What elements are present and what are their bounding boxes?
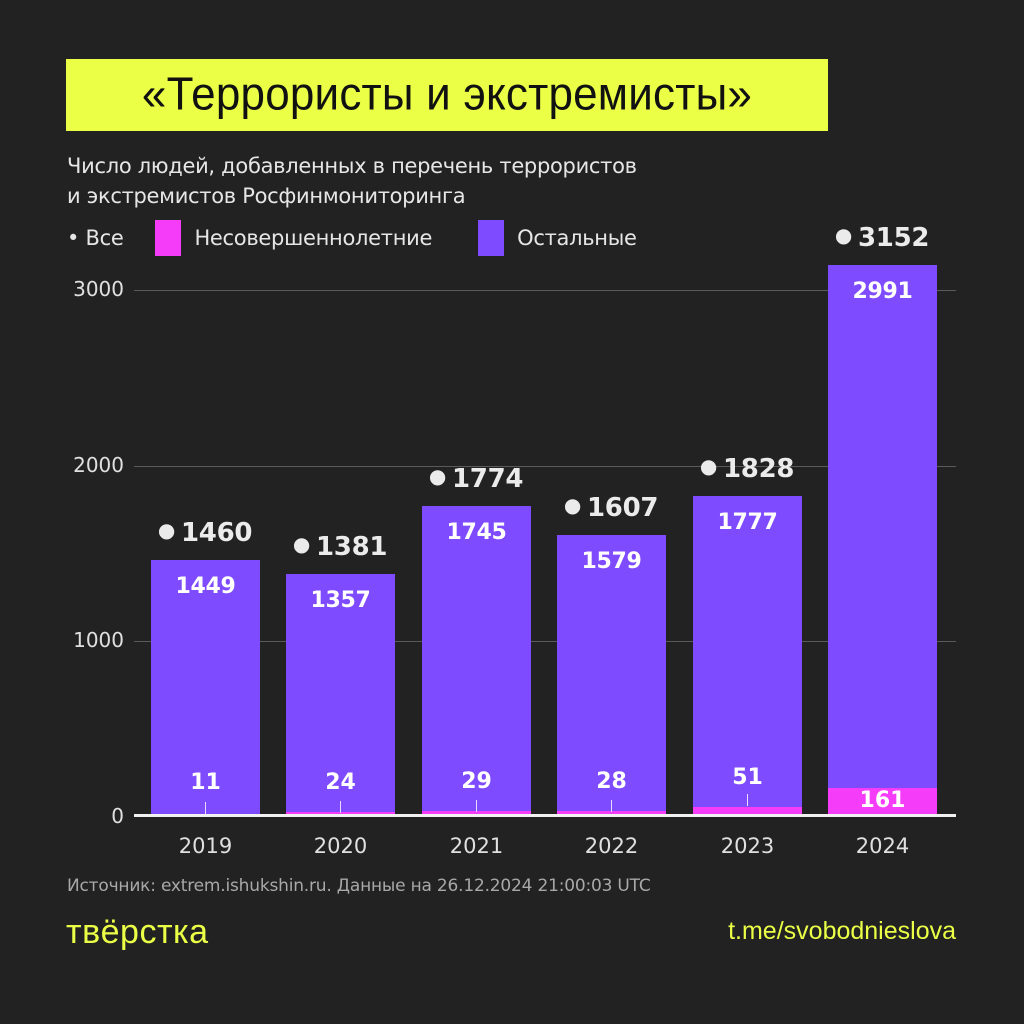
x-label-2021: 2021 [449, 834, 504, 858]
minors-value-label: 51 [732, 765, 763, 790]
title-banner: «Террористы и экстремисты» [66, 59, 828, 131]
x-axis-baseline [134, 814, 956, 817]
bar-minors-segment [828, 788, 937, 816]
legend-others-label: Остальные [517, 226, 637, 250]
legend-all-label: • Все [67, 226, 124, 250]
bar-others-segment [286, 574, 395, 812]
bar-others-segment [828, 265, 937, 788]
legend-item-others: Остальные [478, 220, 637, 256]
y-tick-3000: 3000 [73, 277, 124, 301]
minors-value-label: 24 [325, 770, 356, 795]
bar-others-segment [151, 560, 260, 814]
bar-minors-segment [693, 807, 802, 816]
minors-value-label: 29 [461, 769, 492, 794]
total-label-2023: ● 1828 [699, 454, 795, 484]
minors-value-label: 28 [596, 769, 627, 794]
others-value-label: 1357 [310, 588, 371, 613]
bar-2019: 1449 11 [151, 560, 260, 816]
bar-2024: 2991 161 [828, 265, 937, 816]
bar-others-segment [693, 496, 802, 807]
chart-title: «Террористы и экстремисты» [141, 68, 753, 121]
bar-minors-segment [557, 811, 666, 816]
others-value-label: 1777 [717, 510, 778, 535]
x-label-2019: 2019 [178, 834, 233, 858]
bar-others-segment [422, 506, 531, 811]
bar-others-segment [557, 535, 666, 811]
gridline-1000 [134, 641, 956, 642]
others-swatch-icon [478, 220, 505, 256]
others-value-label: 1579 [581, 549, 642, 574]
minors-pointer-line [205, 802, 206, 814]
total-label-2021: ● 1774 [428, 464, 524, 494]
total-label-2020: ● 1381 [292, 532, 388, 562]
legend-item-minors: Несовершеннолетние [155, 220, 432, 256]
legend-minors-label: Несовершеннолетние [194, 226, 433, 250]
minors-value-label: 161 [859, 788, 906, 813]
total-label-2019: ● 1460 [157, 518, 253, 548]
bar-2021: 1745 29 [422, 506, 531, 816]
x-label-2020: 2020 [313, 834, 368, 858]
bar-2020: 1357 24 [286, 574, 395, 816]
x-label-2024: 2024 [855, 834, 910, 858]
minors-value-label: 11 [190, 770, 221, 795]
brand-logo: твёрстка [66, 913, 209, 951]
total-label-2024: ● 3152 [834, 223, 930, 253]
minors-pointer-line [476, 800, 477, 812]
minors-pointer-line [611, 800, 612, 812]
legend-item-all: • Все [67, 226, 124, 250]
others-value-label: 1745 [446, 520, 507, 545]
others-value-label: 1449 [175, 574, 236, 599]
bar-2022: 1579 28 [557, 535, 666, 816]
bar-minors-segment [422, 811, 531, 816]
total-label-2022: ● 1607 [563, 493, 659, 523]
legend: • Все Несовершеннолетние Остальные [67, 220, 637, 256]
x-label-2023: 2023 [720, 834, 775, 858]
others-value-label: 2991 [852, 279, 913, 304]
y-tick-1000: 1000 [73, 628, 124, 652]
y-tick-2000: 2000 [73, 453, 124, 477]
x-label-2022: 2022 [584, 834, 639, 858]
source-note: Источник: extrem.ishukshin.ru. Данные на… [67, 876, 651, 896]
subtitle-line-2: и экстремистов Росфинмониторинга [67, 184, 466, 208]
chart-subtitle: Число людей, добавленных в перечень терр… [67, 151, 807, 211]
channel-link[interactable]: t.me/svobodnieslova [728, 917, 956, 945]
bar-2023: 1777 51 [693, 496, 802, 816]
subtitle-line-1: Число людей, добавленных в перечень терр… [67, 154, 637, 178]
gridline-2000 [134, 466, 956, 467]
minors-swatch-icon [155, 220, 182, 256]
y-tick-0: 0 [111, 804, 124, 828]
gridline-3000 [134, 290, 956, 291]
minors-pointer-line [340, 801, 341, 813]
minors-pointer-line [747, 794, 748, 806]
